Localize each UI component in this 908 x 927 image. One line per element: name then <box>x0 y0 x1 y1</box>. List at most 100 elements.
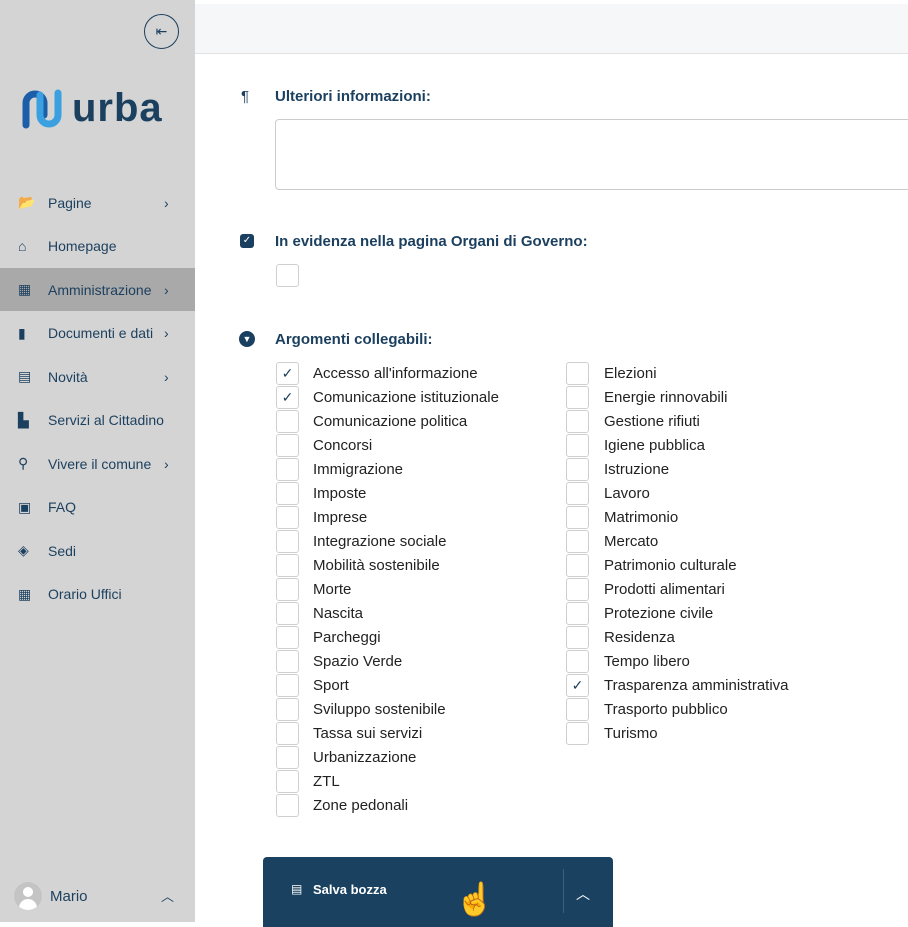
logo-text: urba <box>72 86 163 130</box>
topic-checkbox[interactable] <box>276 482 299 505</box>
topic-label[interactable]: Mobilità sostenibile <box>313 557 440 574</box>
evidenza-checkbox[interactable] <box>276 264 299 287</box>
topic-label[interactable]: Igiene pubblica <box>604 437 705 454</box>
topic-label[interactable]: Integrazione sociale <box>313 533 447 550</box>
topic-label[interactable]: Turismo <box>604 725 658 742</box>
sidebar-item-documenti-e-dati[interactable]: ▮ Documenti e dati › <box>0 312 195 355</box>
user-menu[interactable]: Mario <box>14 882 88 910</box>
sidebar-item-orario-uffici[interactable]: ▦ Orario Uffici <box>0 573 195 616</box>
topic-label[interactable]: Imprese <box>313 509 368 526</box>
topic-label[interactable]: ZTL <box>313 773 340 790</box>
topic-label[interactable]: Patrimonio culturale <box>604 557 737 574</box>
topic-label[interactable]: Mercato <box>604 533 659 550</box>
topic-checkbox[interactable] <box>566 506 589 529</box>
sidebar-item-amministrazione[interactable]: ▦ Amministrazione › <box>0 268 195 311</box>
topic-checkbox[interactable]: ✓ <box>566 674 589 697</box>
topic-checkbox[interactable] <box>276 530 299 553</box>
topic-label[interactable]: Prodotti alimentari <box>604 581 725 598</box>
topic-checkbox[interactable] <box>566 626 589 649</box>
topic-checkbox[interactable] <box>566 410 589 433</box>
topic-checkbox[interactable] <box>276 794 299 817</box>
topic-label[interactable]: Tempo libero <box>604 653 690 670</box>
chevron-right-icon: › <box>164 194 169 211</box>
topic-checkbox[interactable] <box>276 770 299 793</box>
topic-checkbox[interactable] <box>276 650 299 673</box>
sidebar-item-servizi-al-cittadino[interactable]: ▙ Servizi al Cittadino <box>0 399 195 442</box>
sidebar-item-pagine[interactable]: 📂 Pagine › <box>0 181 195 224</box>
topic-checkbox[interactable] <box>566 386 589 409</box>
topic-checkbox[interactable] <box>276 602 299 625</box>
topic-label[interactable]: Energie rinnovabili <box>604 389 728 406</box>
topic-checkbox[interactable] <box>566 362 589 385</box>
topic-checkbox[interactable] <box>276 554 299 577</box>
topic-label[interactable]: Parcheggi <box>313 629 381 646</box>
collapse-sidebar-button[interactable]: ⇤ <box>144 14 179 49</box>
topic-label[interactable]: Imposte <box>313 485 367 502</box>
topic-label[interactable]: Morte <box>313 581 352 598</box>
topic-checkbox[interactable] <box>276 410 299 433</box>
topic-label[interactable]: Zone pedonali <box>313 797 409 814</box>
topic-checkbox[interactable]: ✓ <box>276 362 299 385</box>
topic-checkbox[interactable] <box>276 458 299 481</box>
user-name: Mario <box>50 887 88 905</box>
topic-checkbox[interactable] <box>276 506 299 529</box>
chevron-up-icon[interactable]: ︿ <box>161 889 175 904</box>
save-draft-label: Salva bozza <box>313 882 387 897</box>
topic-label[interactable]: Tassa sui servizi <box>313 725 423 742</box>
topic-checkbox[interactable] <box>276 746 299 769</box>
topic-checkbox[interactable]: ✓ <box>276 386 299 409</box>
sidebar-item-vivere-il-comune[interactable]: ⚲ Vivere il comune › <box>0 442 195 485</box>
topic-checkbox[interactable] <box>566 434 589 457</box>
topic-checkbox[interactable] <box>566 698 589 721</box>
topic-checkbox[interactable] <box>566 482 589 505</box>
chevron-up-icon[interactable]: ︿ <box>576 886 590 902</box>
sidebar-item-sedi[interactable]: ◈ Sedi <box>0 529 195 572</box>
topic-checkbox[interactable] <box>276 698 299 721</box>
topic-label[interactable]: Elezioni <box>604 365 657 382</box>
topic-checkbox[interactable] <box>566 530 589 553</box>
topic-label[interactable]: Accesso all'informazione <box>313 365 478 382</box>
topic-checkbox[interactable] <box>276 578 299 601</box>
topic-label[interactable]: Matrimonio <box>604 509 679 526</box>
topic-label[interactable]: Residenza <box>604 629 675 646</box>
topic-checkbox[interactable] <box>566 722 589 745</box>
chevron-right-icon: › <box>164 455 169 472</box>
person-pin-icon: ⚲ <box>18 455 29 471</box>
topic-checkbox[interactable] <box>276 434 299 457</box>
topic-label[interactable]: Protezione civile <box>604 605 714 622</box>
topic-checkbox[interactable] <box>276 626 299 649</box>
home-icon: ⌂ <box>18 238 27 254</box>
sidebar-item-label: Orario Uffici <box>48 586 122 602</box>
topic-checkbox[interactable] <box>566 554 589 577</box>
topic-label[interactable]: Nascita <box>313 605 364 622</box>
topic-label[interactable]: Sviluppo sostenibile <box>313 701 446 718</box>
topic-checkbox[interactable] <box>566 602 589 625</box>
topic-label[interactable]: Trasporto pubblico <box>604 701 728 718</box>
topic-label[interactable]: Spazio Verde <box>313 653 403 670</box>
topic-label[interactable]: Comunicazione istituzionale <box>313 389 499 406</box>
topic-label[interactable]: Lavoro <box>604 485 650 502</box>
topic-label[interactable]: Concorsi <box>313 437 373 454</box>
topic-checkbox[interactable] <box>276 722 299 745</box>
topic-checkbox[interactable] <box>566 578 589 601</box>
topic-label[interactable]: Sport <box>313 677 349 694</box>
save-draft-button[interactable]: ▤ Salva bozza ︿ <box>263 857 613 927</box>
topic-checkbox[interactable] <box>276 674 299 697</box>
sidebar-item-label: Sedi <box>48 542 77 559</box>
topic-label[interactable]: Gestione rifiuti <box>604 413 700 430</box>
topic-label[interactable]: Istruzione <box>604 461 670 478</box>
topic-label[interactable]: Comunicazione politica <box>313 413 468 430</box>
topic-label[interactable]: Urbanizzazione <box>313 749 417 766</box>
sidebar-item-novit-[interactable]: ▤ Novità › <box>0 355 195 398</box>
sidebar-item-faq[interactable]: ▣ FAQ <box>0 486 195 529</box>
info-textarea[interactable] <box>275 119 908 190</box>
city-icon: ▦ <box>18 281 32 297</box>
sidebar-item-homepage[interactable]: ⌂ Homepage <box>0 225 195 268</box>
avatar <box>14 882 42 910</box>
building-user-icon: ▙ <box>18 411 29 428</box>
topic-checkbox[interactable] <box>566 650 589 673</box>
sidebar-item-label: Pagine <box>48 194 92 211</box>
topic-label[interactable]: Immigrazione <box>313 461 404 478</box>
topic-checkbox[interactable] <box>566 458 589 481</box>
topic-label[interactable]: Trasparenza amministrativa <box>604 677 789 694</box>
